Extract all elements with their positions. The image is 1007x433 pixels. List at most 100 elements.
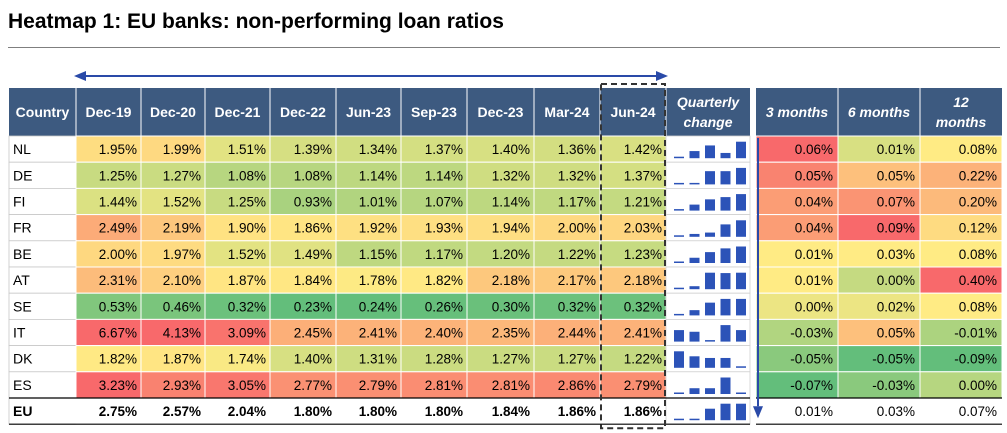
npl-value: 2.45% bbox=[294, 326, 332, 341]
sparkbar-bar bbox=[689, 257, 700, 263]
npl-value: 2.93% bbox=[163, 378, 201, 393]
country-label: ES bbox=[13, 377, 32, 393]
npl-cell bbox=[75, 266, 142, 294]
npl-cell bbox=[75, 214, 142, 242]
change-cell bbox=[837, 214, 921, 242]
sparkbar-bar bbox=[689, 388, 700, 394]
npl-value: 2.57% bbox=[163, 404, 201, 419]
change-cell bbox=[919, 345, 1003, 373]
npl-cell bbox=[533, 214, 601, 242]
npl-value: 1.82% bbox=[425, 273, 463, 288]
npl-cell bbox=[269, 397, 337, 425]
change-arrow-head bbox=[753, 406, 763, 419]
npl-value: 6.67% bbox=[99, 326, 137, 341]
npl-value: 1.28% bbox=[425, 352, 463, 367]
npl-value: 1.82% bbox=[99, 352, 137, 367]
npl-value: 1.49% bbox=[294, 247, 332, 262]
sparkbar-bar bbox=[689, 356, 700, 368]
change-cell bbox=[755, 371, 839, 399]
sparkbar-bar bbox=[736, 330, 746, 342]
npl-value: 2.40% bbox=[425, 326, 463, 341]
npl-value: 1.90% bbox=[228, 221, 266, 236]
npl-value: 2.00% bbox=[558, 221, 596, 236]
sparkbar-bar bbox=[689, 151, 700, 159]
sparkbar-bar bbox=[736, 298, 746, 316]
change-cell bbox=[919, 187, 1003, 216]
change-value: -0.05% bbox=[872, 352, 915, 367]
country-label: NL bbox=[13, 141, 31, 157]
header-change-1: 6 months bbox=[848, 104, 910, 120]
sparkbar-bar bbox=[674, 261, 684, 263]
sparkbar-bar bbox=[705, 357, 715, 368]
sparkbar-bar bbox=[720, 248, 731, 263]
npl-cell bbox=[400, 318, 468, 347]
header-date-mar-24: Mar-24 bbox=[544, 104, 589, 120]
change-value: -0.03% bbox=[872, 378, 915, 393]
sparkbar-bar bbox=[736, 194, 746, 211]
change-cell bbox=[755, 240, 839, 268]
sparkbar-bar bbox=[720, 171, 731, 185]
country-cell bbox=[8, 318, 77, 346]
npl-value: 1.86% bbox=[294, 221, 332, 236]
npl-cell bbox=[400, 397, 468, 425]
npl-cell bbox=[204, 397, 271, 425]
sparkbar-bar bbox=[689, 233, 700, 237]
npl-value: 1.27% bbox=[163, 168, 201, 183]
change-cell bbox=[919, 135, 1003, 163]
npl-value: 1.86% bbox=[558, 404, 596, 419]
npl-value: 1.15% bbox=[359, 247, 397, 262]
npl-value: 2.79% bbox=[624, 378, 662, 393]
npl-value: 1.25% bbox=[228, 195, 266, 210]
npl-value: 1.78% bbox=[359, 273, 397, 288]
npl-cell bbox=[269, 135, 337, 163]
sparkbar-bar bbox=[720, 197, 731, 211]
change-value: 0.00% bbox=[795, 299, 833, 314]
sparkbar-bar bbox=[705, 272, 715, 290]
change-cell bbox=[919, 214, 1003, 242]
country-label: DK bbox=[13, 351, 33, 367]
npl-cell bbox=[204, 292, 271, 320]
change-value: 0.40% bbox=[959, 273, 997, 288]
sparkbar-bar bbox=[736, 272, 746, 290]
change-value: 0.01% bbox=[795, 273, 833, 288]
npl-value: 1.37% bbox=[624, 168, 662, 183]
npl-value: 3.05% bbox=[228, 378, 266, 393]
npl-value: 2.44% bbox=[558, 326, 596, 341]
npl-value: 2.77% bbox=[294, 378, 332, 393]
country-label: EU bbox=[13, 403, 32, 419]
npl-value: 1.07% bbox=[425, 195, 463, 210]
npl-value: 1.52% bbox=[228, 247, 266, 262]
npl-cell bbox=[75, 318, 142, 347]
change-value: 0.05% bbox=[877, 168, 915, 183]
npl-cell bbox=[204, 266, 271, 294]
npl-cell bbox=[533, 318, 601, 347]
change-cell bbox=[837, 371, 921, 399]
change-value: 0.02% bbox=[877, 299, 915, 314]
npl-value: 1.80% bbox=[359, 404, 397, 419]
npl-value: 1.94% bbox=[492, 221, 530, 236]
sparkbar-bar bbox=[705, 199, 715, 211]
npl-cell bbox=[75, 161, 142, 189]
change-cell bbox=[837, 292, 921, 320]
npl-cell bbox=[533, 292, 601, 320]
npl-cell bbox=[204, 214, 271, 242]
header-date-dec-22: Dec-22 bbox=[280, 104, 326, 120]
npl-value: 2.81% bbox=[492, 378, 530, 393]
sparkbar-bar bbox=[705, 388, 715, 394]
npl-value: 0.46% bbox=[163, 299, 201, 314]
npl-cell bbox=[269, 345, 337, 373]
country-cell bbox=[8, 214, 77, 242]
npl-cell bbox=[466, 397, 535, 425]
sparkbar-bar bbox=[736, 246, 746, 263]
header-change-2-line2: months bbox=[936, 114, 987, 130]
country-cell bbox=[8, 371, 77, 399]
sparkbar-bar bbox=[674, 287, 684, 290]
npl-value: 2.35% bbox=[492, 326, 530, 341]
npl-value: 2.49% bbox=[99, 221, 137, 236]
npl-value: 1.23% bbox=[624, 247, 662, 262]
change-cell bbox=[755, 135, 839, 163]
npl-cell bbox=[140, 240, 206, 268]
sparkbar-cell bbox=[665, 371, 751, 399]
npl-value: 1.95% bbox=[99, 142, 137, 157]
